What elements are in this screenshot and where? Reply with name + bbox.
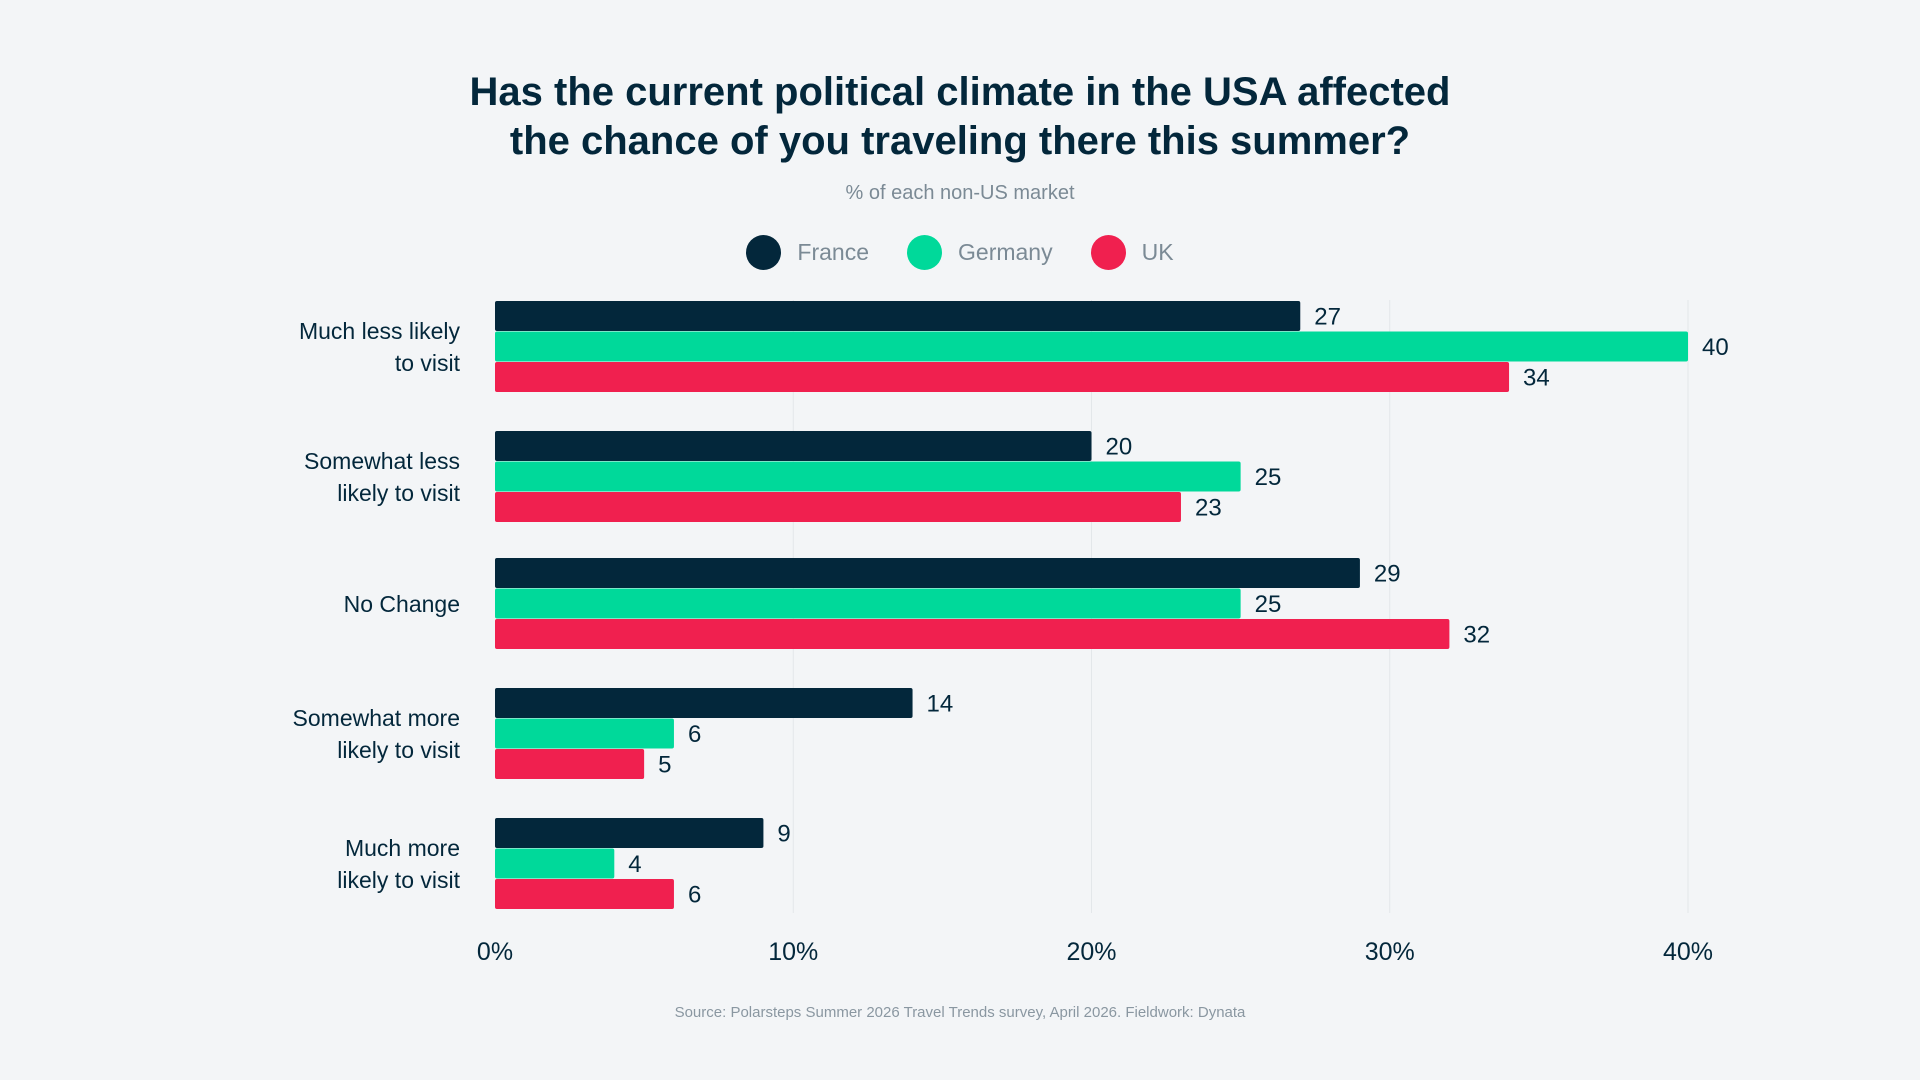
bar-germany-4 bbox=[495, 848, 615, 879]
bar-uk-1 bbox=[495, 492, 1181, 522]
bar-uk-2 bbox=[495, 619, 1450, 649]
value-label-france-3: 14 bbox=[927, 690, 954, 717]
source-note: Source: Polarsteps Summer 2026 Travel Tr… bbox=[674, 1004, 1246, 1021]
value-label-uk-2: 32 bbox=[1463, 621, 1490, 648]
category-label-4: Much more likely to visit bbox=[337, 835, 460, 893]
value-label-uk-4: 6 bbox=[688, 881, 701, 908]
category-label-line: likely to visit bbox=[337, 480, 460, 506]
bar-france-0 bbox=[495, 301, 1301, 331]
chart-title-line-1: Has the current political climate in the… bbox=[469, 70, 1451, 114]
chart-legend: France Germany UK bbox=[0, 232, 1920, 272]
category-label-1: Somewhat less likely to visit bbox=[304, 448, 461, 506]
category-label-line: Somewhat more bbox=[293, 705, 460, 731]
category-label-line: Much more bbox=[345, 835, 460, 861]
value-label-germany-0: 40 bbox=[1702, 334, 1729, 361]
x-tick-label-3: 30% bbox=[1365, 938, 1415, 966]
bar-uk-0 bbox=[495, 362, 1510, 392]
chart-title-line-2: the chance of you traveling there this s… bbox=[509, 119, 1411, 163]
category-label-3: Somewhat more likely to visit bbox=[293, 705, 461, 763]
value-label-germany-3: 6 bbox=[688, 721, 701, 748]
legend-item-france: France bbox=[746, 234, 870, 270]
legend-item-uk: UK bbox=[1090, 234, 1174, 270]
category-label-line: Much less likely bbox=[299, 318, 461, 344]
value-label-france-0: 27 bbox=[1314, 303, 1341, 330]
x-tick-label-4: 40% bbox=[1663, 938, 1713, 966]
value-label-uk-0: 34 bbox=[1523, 364, 1550, 391]
legend-label-germany: Germany bbox=[958, 238, 1053, 265]
bar-uk-3 bbox=[495, 749, 645, 779]
bar-france-2 bbox=[495, 558, 1360, 588]
bar-uk-4 bbox=[495, 879, 674, 909]
bar-france-3 bbox=[495, 688, 913, 718]
value-label-france-1: 20 bbox=[1106, 433, 1133, 460]
x-tick-label-2: 20% bbox=[1066, 938, 1116, 966]
value-label-uk-1: 23 bbox=[1195, 494, 1222, 521]
category-label-line: likely to visit bbox=[337, 867, 460, 893]
category-label-0: Much less likely to visit bbox=[299, 318, 461, 376]
category-label-2: No Change bbox=[344, 591, 460, 617]
chart-title: Has the current political climate in the… bbox=[0, 68, 1920, 166]
bar-france-4 bbox=[495, 818, 764, 848]
legend-swatch-uk bbox=[1090, 234, 1126, 270]
value-label-france-2: 29 bbox=[1374, 560, 1401, 587]
category-label-line: Somewhat less bbox=[304, 448, 460, 474]
chart-subtitle: % of each non-US market bbox=[845, 182, 1075, 204]
bar-germany-2 bbox=[495, 588, 1241, 619]
category-label-line: No Change bbox=[344, 591, 460, 617]
value-label-germany-4: 4 bbox=[628, 851, 641, 878]
legend-swatch-germany bbox=[907, 234, 943, 270]
value-label-germany-1: 25 bbox=[1255, 464, 1282, 491]
legend-swatch-france bbox=[746, 234, 782, 270]
legend-item-germany: Germany bbox=[907, 234, 1053, 270]
bar-germany-0 bbox=[495, 331, 1688, 362]
category-label-line: likely to visit bbox=[337, 737, 460, 763]
legend-label-uk: UK bbox=[1141, 238, 1174, 265]
bar-germany-3 bbox=[495, 718, 674, 749]
x-tick-label-0: 0% bbox=[477, 938, 513, 966]
bar-germany-1 bbox=[495, 461, 1241, 492]
bar-france-1 bbox=[495, 431, 1092, 461]
value-label-france-4: 9 bbox=[777, 820, 790, 847]
value-label-germany-2: 25 bbox=[1255, 591, 1282, 618]
x-tick-label-1: 10% bbox=[768, 938, 818, 966]
legend-label-france: France bbox=[797, 238, 870, 265]
category-label-line: to visit bbox=[395, 350, 461, 376]
value-label-uk-3: 5 bbox=[658, 751, 671, 778]
